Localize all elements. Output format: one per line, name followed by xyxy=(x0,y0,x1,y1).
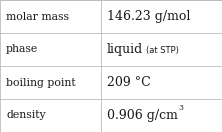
Text: density: density xyxy=(6,110,46,121)
Text: phase: phase xyxy=(6,44,38,55)
Text: 3: 3 xyxy=(178,104,183,112)
Text: liquid: liquid xyxy=(107,43,143,56)
Text: boiling point: boiling point xyxy=(6,77,76,88)
Text: 146.23 g/mol: 146.23 g/mol xyxy=(107,10,190,23)
Text: 209 °C: 209 °C xyxy=(107,76,151,89)
Text: molar mass: molar mass xyxy=(6,11,69,22)
Text: 0.906 g/cm: 0.906 g/cm xyxy=(107,109,178,122)
Text: (at STP): (at STP) xyxy=(146,46,179,55)
